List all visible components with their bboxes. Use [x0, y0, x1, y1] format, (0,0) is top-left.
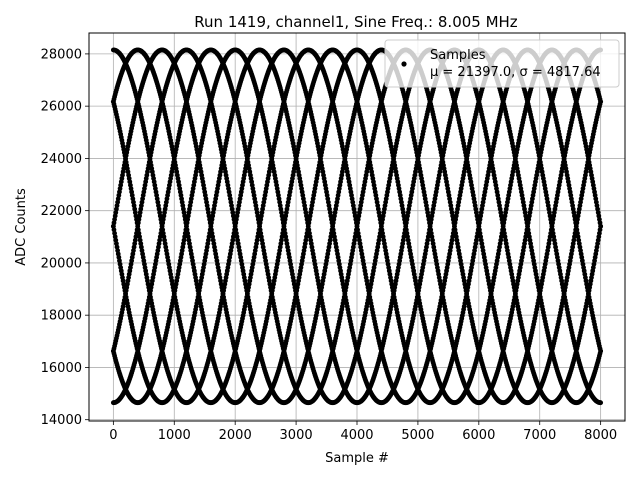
- data-points: [110, 47, 604, 406]
- sample-point: [598, 400, 604, 406]
- sample-point: [598, 348, 604, 354]
- chart-title: Run 1419, channel1, Sine Freq.: 8.005 MH…: [194, 13, 518, 31]
